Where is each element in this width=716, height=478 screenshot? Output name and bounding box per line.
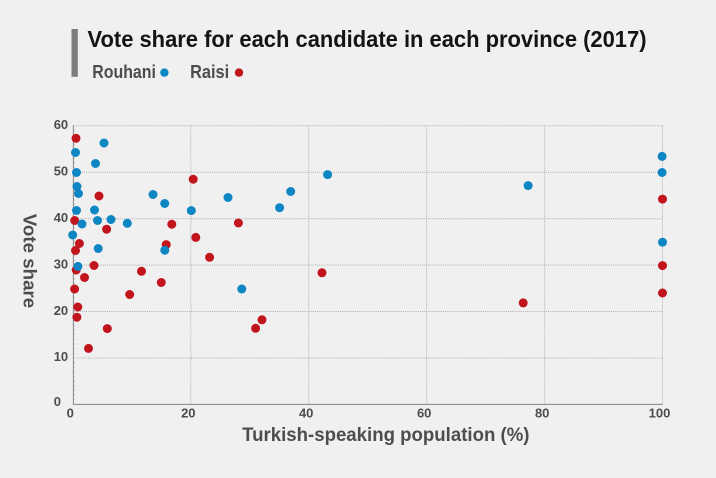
svg-text:40: 40 xyxy=(54,210,68,225)
svg-text:100: 100 xyxy=(649,406,671,421)
svg-text:50: 50 xyxy=(54,164,68,179)
svg-text:80: 80 xyxy=(535,406,549,421)
svg-text:30: 30 xyxy=(54,256,68,271)
svg-text:40: 40 xyxy=(299,406,313,421)
svg-text:60: 60 xyxy=(54,117,68,132)
svg-text:20: 20 xyxy=(181,406,195,421)
svg-text:Rouhani: Rouhani xyxy=(92,62,156,82)
svg-text:Raisi: Raisi xyxy=(190,62,229,82)
svg-text:Turkish-speaking population (%: Turkish-speaking population (%) xyxy=(242,425,529,446)
svg-text:60: 60 xyxy=(417,406,431,421)
svg-text:10: 10 xyxy=(54,349,68,364)
svg-text:20: 20 xyxy=(54,303,68,318)
svg-text:0: 0 xyxy=(54,394,61,409)
svg-text:Vote share: Vote share xyxy=(20,214,40,308)
svg-text:0: 0 xyxy=(67,406,74,421)
svg-text:Vote share for each candidate: Vote share for each candidate in each pr… xyxy=(88,26,647,52)
